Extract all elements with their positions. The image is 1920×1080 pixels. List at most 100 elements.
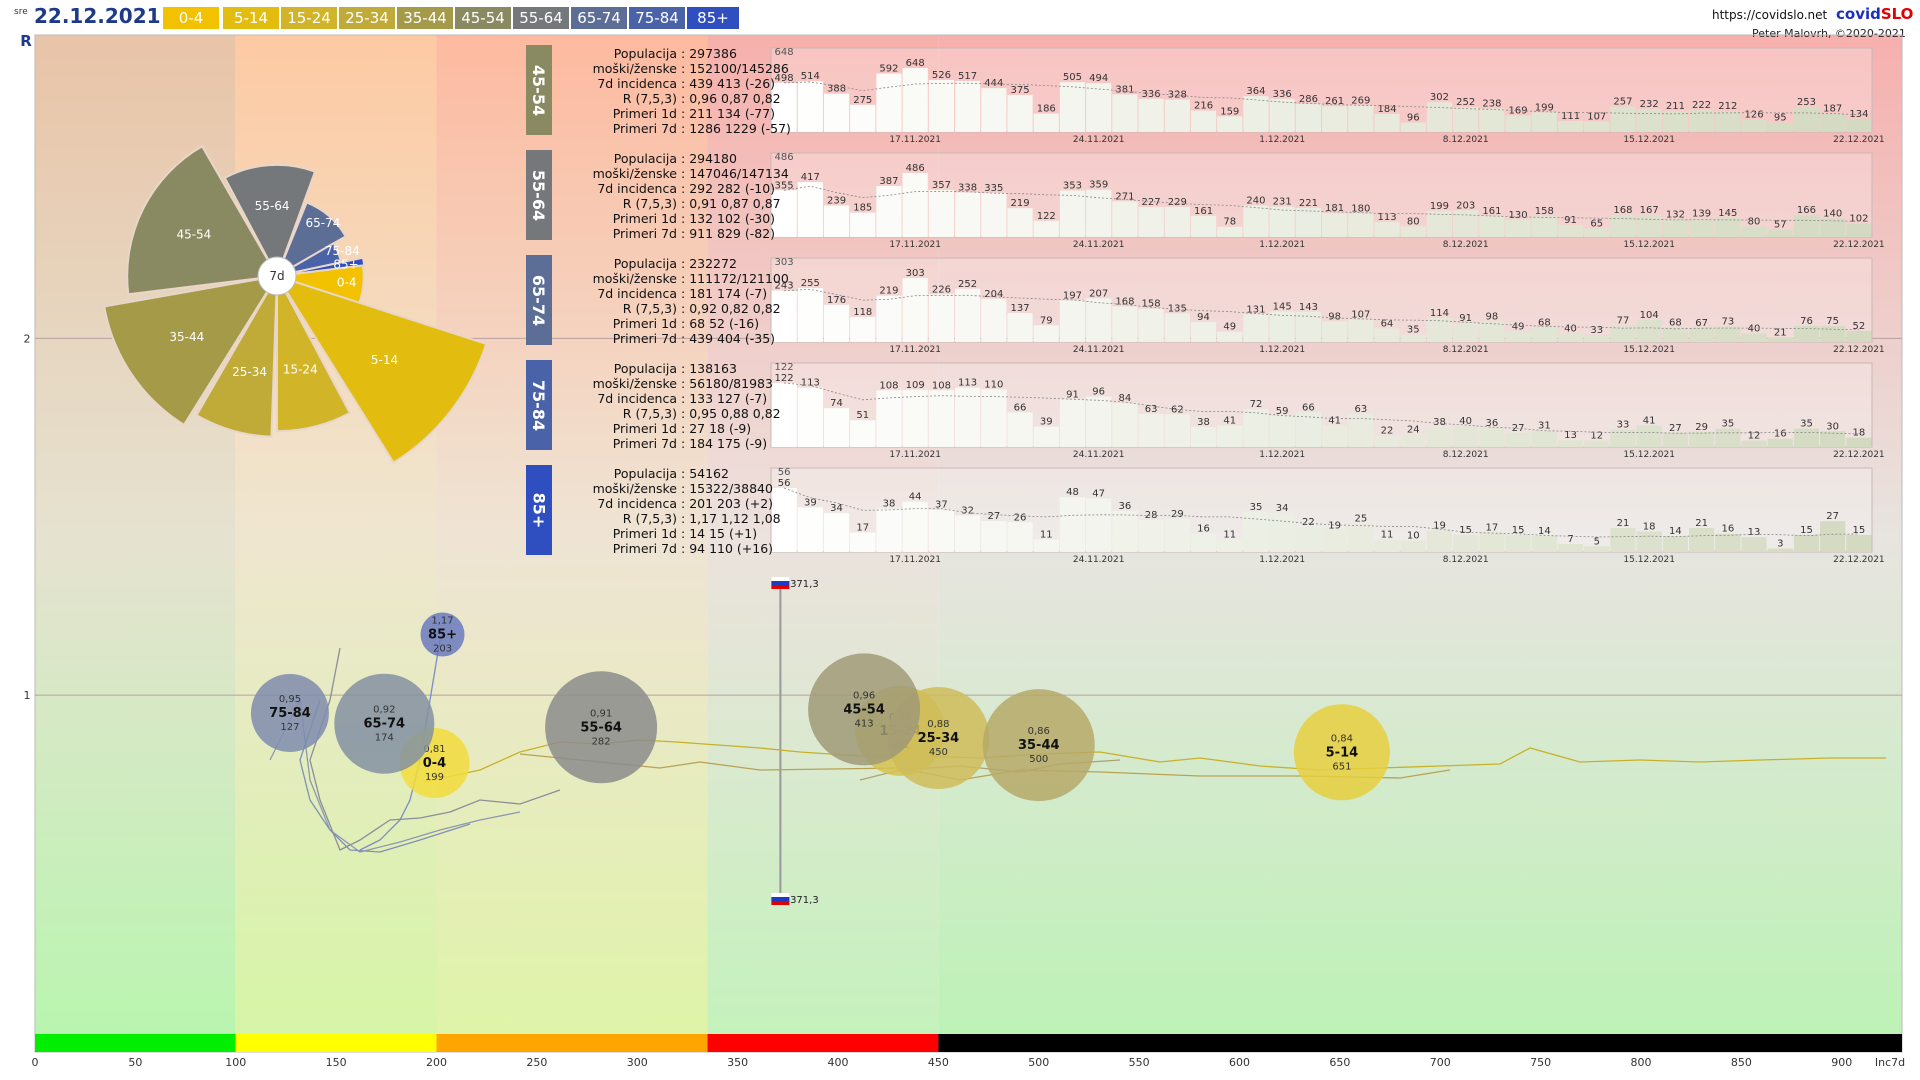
bar [1269,416,1295,447]
bar-value-label: 68 [1669,318,1682,329]
bar [1767,229,1793,237]
bar-value-label: 25 [1354,513,1367,524]
bar [1505,115,1531,132]
stats-value: 439 413 (-26) [689,76,776,91]
bubble-circle[interactable] [420,612,465,657]
stats-label: Primeri 7d [612,331,677,346]
site-url[interactable]: https://covidslo.net [1712,8,1828,22]
bar [1243,314,1269,342]
group-label-text: 45-54 [529,64,549,116]
bar [823,205,850,237]
bar-value-label: 137 [1010,303,1029,314]
bar [1138,308,1164,342]
bubble-age-label: 45-54 [843,702,885,717]
stats-label: Populacija [613,151,677,166]
stats-row: Primeri 7d :1286 1229 (-57) [555,121,791,136]
date-tick-label: 17.11.2021 [889,135,941,145]
stats-label: Populacija [613,361,677,376]
stats-row: 7d incidenca :181 174 (-7) [555,286,789,301]
bar-value-label: 13 [1748,527,1761,538]
bubble-incidence-label: 500 [1029,754,1048,765]
bar [1400,334,1426,342]
bar-value-label: 67 [1695,318,1708,329]
bubble-r-label: 0,86 [1028,726,1050,737]
bubble-circle[interactable] [250,674,329,752]
bar-value-label: 255 [801,278,820,289]
bar [1190,110,1217,132]
bar [1820,113,1846,132]
bar-value-label: 145 [1718,208,1737,219]
wedge-35-44[interactable] [103,274,280,427]
bubble-r-label: 0,95 [279,694,301,705]
bar [1453,107,1479,132]
bar-value-label: 34 [830,503,843,514]
trajectory-line [309,647,561,851]
date-tick-label: 15.12.2021 [1623,450,1675,460]
bar [1138,207,1164,237]
wedge-15-24[interactable] [276,275,352,433]
bar-value-label: 176 [827,295,846,306]
bubble-circle[interactable] [808,653,921,766]
bubble-circle[interactable] [545,671,658,784]
bar-value-label: 387 [879,176,898,187]
bar-value-label: 104 [1640,310,1659,321]
stats-row: Populacija :297386 [555,46,791,61]
zone-bar-3 [707,1034,939,1052]
bar [823,93,850,132]
bar [850,317,876,342]
bar-value-label: 15 [1800,525,1813,536]
stats-value: 1,17 1,12 1,08 [689,511,781,526]
wedge-5-14[interactable] [274,274,488,464]
bar [1217,425,1243,447]
weekday-label: sre [14,7,28,17]
wedge-45-54[interactable] [126,144,279,296]
zone-bar-1 [235,1034,437,1052]
bar [1007,313,1033,342]
bar [1322,321,1348,342]
bar-value-label: 126 [1744,110,1763,121]
bar [1348,413,1374,447]
bubble-circle[interactable] [982,689,1095,802]
bar [1531,327,1557,342]
bar [1453,322,1479,342]
bubble-incidence-label: 203 [433,643,452,654]
bar [1715,428,1741,447]
bar-value-label: 122 [1037,211,1056,222]
wedge-25-34[interactable] [195,275,278,438]
bar [928,294,954,342]
bubble-circle[interactable] [334,673,435,774]
stats-label: Primeri 7d [612,226,677,241]
group-label-text: 85+ [529,492,549,528]
wedge-55-64[interactable] [223,163,317,279]
bar [1033,325,1059,342]
wedge-85+[interactable] [276,256,366,277]
stats-block-45-54: Populacija :297386 moški/ženske :152100/1… [555,46,791,136]
bar [955,192,981,237]
bar [797,288,823,342]
bar [1531,536,1557,552]
bar [876,186,902,237]
date-tick-label: 22.12.2021 [1833,240,1885,250]
bar [771,488,797,552]
bar-value-label: 16 [1721,524,1734,535]
stats-label: 7d incidenca [597,181,677,196]
stats-separator: : [677,526,686,541]
bar [1767,122,1793,132]
bar [1164,313,1190,342]
bubble-circle[interactable] [1293,704,1390,801]
bar [955,288,981,342]
bar-value-label: 139 [1692,209,1711,220]
bar [1793,534,1820,552]
bar [1689,327,1715,342]
bar [1217,226,1243,237]
bubble-age-label: 35-44 [1018,738,1060,753]
bar-value-label: 52 [1853,321,1866,332]
wedge-65-74[interactable] [274,201,348,279]
